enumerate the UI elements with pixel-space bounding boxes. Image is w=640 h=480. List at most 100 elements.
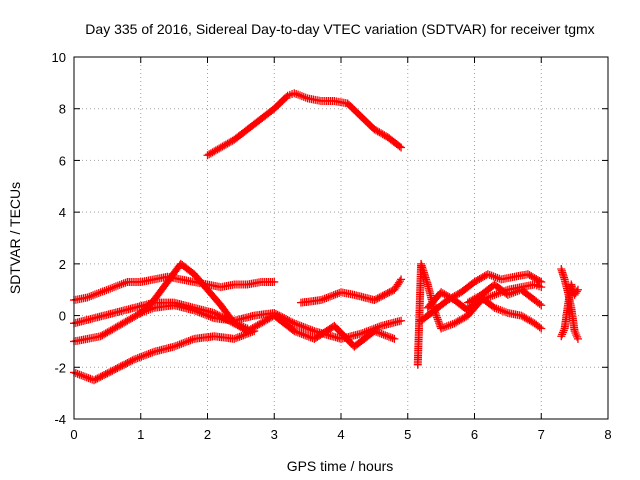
x-tick-label: 5 — [404, 427, 411, 442]
trail-point — [101, 329, 110, 338]
trail-point — [161, 280, 170, 289]
trail-point — [295, 91, 304, 100]
trail-point — [108, 309, 117, 318]
x-tick-label: 4 — [337, 427, 344, 442]
trail-point — [535, 276, 544, 285]
trail-point — [250, 323, 259, 332]
series-arc-j — [463, 280, 546, 310]
trail-point — [80, 372, 89, 381]
trail-point — [326, 292, 335, 301]
trail-point — [478, 273, 487, 282]
trail-point — [103, 328, 112, 337]
trail-point — [119, 279, 128, 288]
trail-point — [188, 305, 197, 314]
trail-point — [434, 317, 443, 326]
trail-point — [295, 321, 304, 330]
trail-point — [374, 328, 383, 337]
trail-point — [472, 276, 481, 285]
trail-point — [148, 304, 157, 313]
trail-point — [116, 362, 125, 371]
trail-point — [377, 292, 386, 301]
trail-point — [380, 131, 389, 140]
trail-point — [96, 372, 105, 381]
trail-point — [186, 336, 195, 345]
trail-point — [117, 280, 126, 289]
trail-point — [91, 375, 100, 384]
trail-point — [320, 294, 329, 303]
trail-point — [232, 334, 241, 343]
trail-point — [572, 287, 581, 296]
trail-point — [121, 359, 130, 368]
trail-point — [423, 278, 432, 287]
trail-point — [81, 293, 90, 302]
trail-point — [435, 319, 444, 328]
trail-point — [507, 289, 516, 298]
y-axis-label: SDTVAR / TECUs — [7, 182, 23, 294]
trail-point — [255, 320, 264, 329]
trail-point — [133, 310, 142, 319]
trail-point — [111, 282, 120, 291]
trail-point — [473, 292, 482, 301]
trail-point — [293, 320, 302, 329]
trail-point — [571, 289, 580, 298]
trail-point — [378, 291, 387, 300]
trail-point — [303, 332, 312, 341]
trail-point — [322, 293, 331, 302]
trail-point — [375, 329, 384, 338]
trail-point — [442, 322, 451, 331]
trail-point — [306, 325, 315, 334]
trail-point — [144, 349, 153, 358]
trail-point — [297, 322, 306, 331]
trail-point — [102, 286, 111, 295]
trail-point — [171, 341, 180, 350]
trail-point — [491, 273, 500, 282]
trail-point — [395, 317, 404, 326]
trail-point — [373, 127, 382, 136]
trail-point — [206, 149, 215, 158]
trail-point — [533, 321, 542, 330]
trail-point — [434, 291, 443, 300]
trail-point — [240, 325, 249, 334]
trail-point — [500, 288, 509, 297]
y-tick-label: 0 — [59, 309, 66, 324]
trail-point — [211, 146, 220, 155]
trail-point — [89, 291, 98, 300]
trail-point — [301, 93, 310, 102]
trail-point — [128, 304, 137, 313]
trail-point — [318, 295, 327, 304]
data-point — [216, 143, 225, 152]
trail-point — [87, 291, 96, 300]
trail-point — [108, 325, 117, 334]
trail-point — [489, 272, 498, 281]
trail-point — [81, 335, 90, 344]
trail-point — [77, 371, 86, 380]
trail-point — [246, 325, 255, 334]
trail-point — [468, 295, 477, 304]
trail-point — [104, 285, 113, 294]
trail-point — [126, 357, 135, 366]
trail-point — [214, 298, 223, 307]
trail-point — [447, 294, 456, 303]
trail-point — [126, 314, 135, 323]
trail-point — [558, 330, 567, 339]
trail-point — [457, 315, 466, 324]
trail-point — [131, 311, 140, 320]
trail-point — [527, 317, 536, 326]
trail-point — [498, 306, 507, 315]
trail-point — [467, 280, 476, 289]
trail-point — [492, 304, 501, 313]
trail-point — [233, 333, 242, 342]
trail-point — [115, 363, 124, 372]
trail-point — [123, 358, 132, 367]
trail-point — [93, 374, 102, 383]
trail-point — [386, 333, 395, 342]
trail-point — [106, 367, 115, 376]
data-point — [110, 283, 119, 292]
trail-point — [477, 274, 486, 283]
series-arc-f — [296, 275, 406, 307]
trail-point — [135, 353, 144, 362]
trail-point — [100, 330, 109, 339]
trail-point — [177, 339, 186, 348]
data-point — [123, 316, 132, 325]
